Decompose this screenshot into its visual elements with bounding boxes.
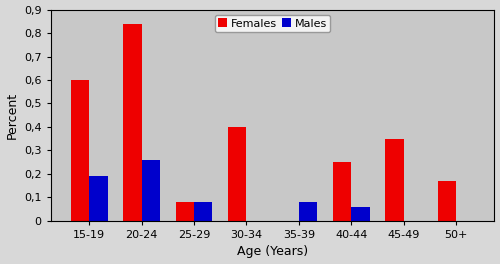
Bar [90,176,108,221]
Bar [228,127,246,221]
Bar [124,24,142,221]
Bar [351,207,370,221]
Bar [194,202,212,221]
Bar [176,202,194,221]
Y-axis label: Percent: Percent [6,92,18,139]
X-axis label: Age (Years): Age (Years) [237,246,308,258]
Bar [333,162,351,221]
Bar [385,139,404,221]
Bar [142,160,160,221]
Legend: Females, Males: Females, Males [215,15,330,32]
Bar [299,202,317,221]
Bar [71,80,90,221]
Bar [438,181,456,221]
